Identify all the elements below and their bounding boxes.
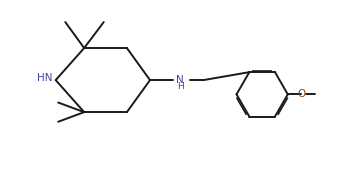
Text: HN: HN <box>37 73 53 83</box>
Text: N: N <box>176 75 184 85</box>
Text: H: H <box>177 82 183 91</box>
Text: O: O <box>297 89 306 99</box>
